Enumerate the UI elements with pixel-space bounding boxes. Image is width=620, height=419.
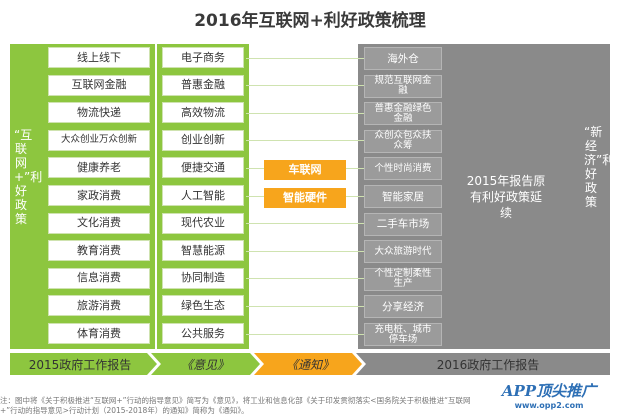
col4-item: 大众旅游时代 <box>364 240 442 264</box>
connector-line <box>246 305 364 307</box>
col1-item: 旅游消费 <box>48 295 150 317</box>
connector-line <box>246 333 364 335</box>
col4-item: 众创众包众扶众筹 <box>364 129 442 153</box>
page-title: 2016年互联网+利好政策梳理 <box>194 11 426 31</box>
footnote: 注：图中将《关于积极推进“互联网+”行动的指导意见》简写为《意见》，将工业和信息… <box>0 396 471 415</box>
arrow-bar-2016 <box>356 353 610 375</box>
connector-line <box>246 112 364 114</box>
col1-item: 文化消费 <box>48 212 150 234</box>
bottom-label-opinion: 《意见》 <box>180 357 229 372</box>
col2-item: 现代农业 <box>162 212 244 234</box>
orange-cell-2: 智能硬件 <box>264 188 346 208</box>
col1-item: 家政消费 <box>48 185 150 206</box>
connector-line <box>246 250 364 252</box>
col1-item: 大众创业万众创新 <box>48 129 150 151</box>
col1-item: 健康养老 <box>48 157 150 179</box>
col2-item: 创业创新 <box>162 129 244 151</box>
bottom-label-2015: 2015政府工作报告 <box>28 357 132 372</box>
col4-item: 普惠金融绿色金融 <box>364 102 442 126</box>
col2-item: 智慧能源 <box>162 240 244 262</box>
col1-item: 物流快递 <box>48 102 150 124</box>
col4-item: 个性时尚消费 <box>364 157 442 181</box>
col4-item: 分享经济 <box>364 295 442 319</box>
bottom-label-2016: 2016政府工作报告 <box>436 357 540 372</box>
connector-line <box>246 278 364 280</box>
orange-cell-1: 车联网 <box>264 160 346 180</box>
col2-item: 人工智能 <box>162 185 244 206</box>
connector-line <box>246 85 364 87</box>
bottom-arrow-bars <box>10 353 610 375</box>
connector-line <box>246 223 364 225</box>
watermark-brand: APP顶尖推广 <box>501 382 597 400</box>
col2-item: 普惠金融 <box>162 74 244 96</box>
col4-item: 海外仓 <box>364 47 442 70</box>
arrow-bar-opinion <box>151 353 260 375</box>
col4-item: 智能家居 <box>364 185 442 208</box>
connector-line <box>246 140 364 142</box>
connector-line <box>246 57 364 59</box>
left-vertical-label: “互联网+”利好政策 <box>14 128 42 226</box>
continued-policies-block: 2015年报告原有利好政策延续 <box>466 173 546 220</box>
col2-item: 便捷交通 <box>162 157 244 179</box>
col4-item: 充电桩、城市停车场 <box>364 323 442 346</box>
col1-item: 互联网金融 <box>48 74 150 96</box>
watermark: APP顶尖推广 www.opp2.com <box>480 380 618 417</box>
col4-item: 规范互联网金融 <box>364 74 442 98</box>
col2-item: 绿色生态 <box>162 295 244 317</box>
col2-item: 电子商务 <box>162 47 244 68</box>
right-vertical-label: “新经济”利好政策 <box>584 125 614 209</box>
col1-item: 线上线下 <box>48 47 150 68</box>
col2-item: 公共服务 <box>162 323 244 344</box>
col4-item: 个性定制柔性生产 <box>364 267 442 291</box>
col2-item: 协同制造 <box>162 267 244 289</box>
col1-item: 教育消费 <box>48 240 150 262</box>
watermark-url: www.opp2.com <box>514 401 584 410</box>
col2-item: 高效物流 <box>162 102 244 124</box>
col1-item: 体育消费 <box>48 323 150 344</box>
bottom-label-notice: 《通知》 <box>285 357 334 372</box>
col1-item: 信息消费 <box>48 267 150 289</box>
col4-item: 二手车市场 <box>364 212 442 236</box>
arrow-bar-notice <box>254 353 362 375</box>
arrow-bar-2015 <box>10 353 157 375</box>
